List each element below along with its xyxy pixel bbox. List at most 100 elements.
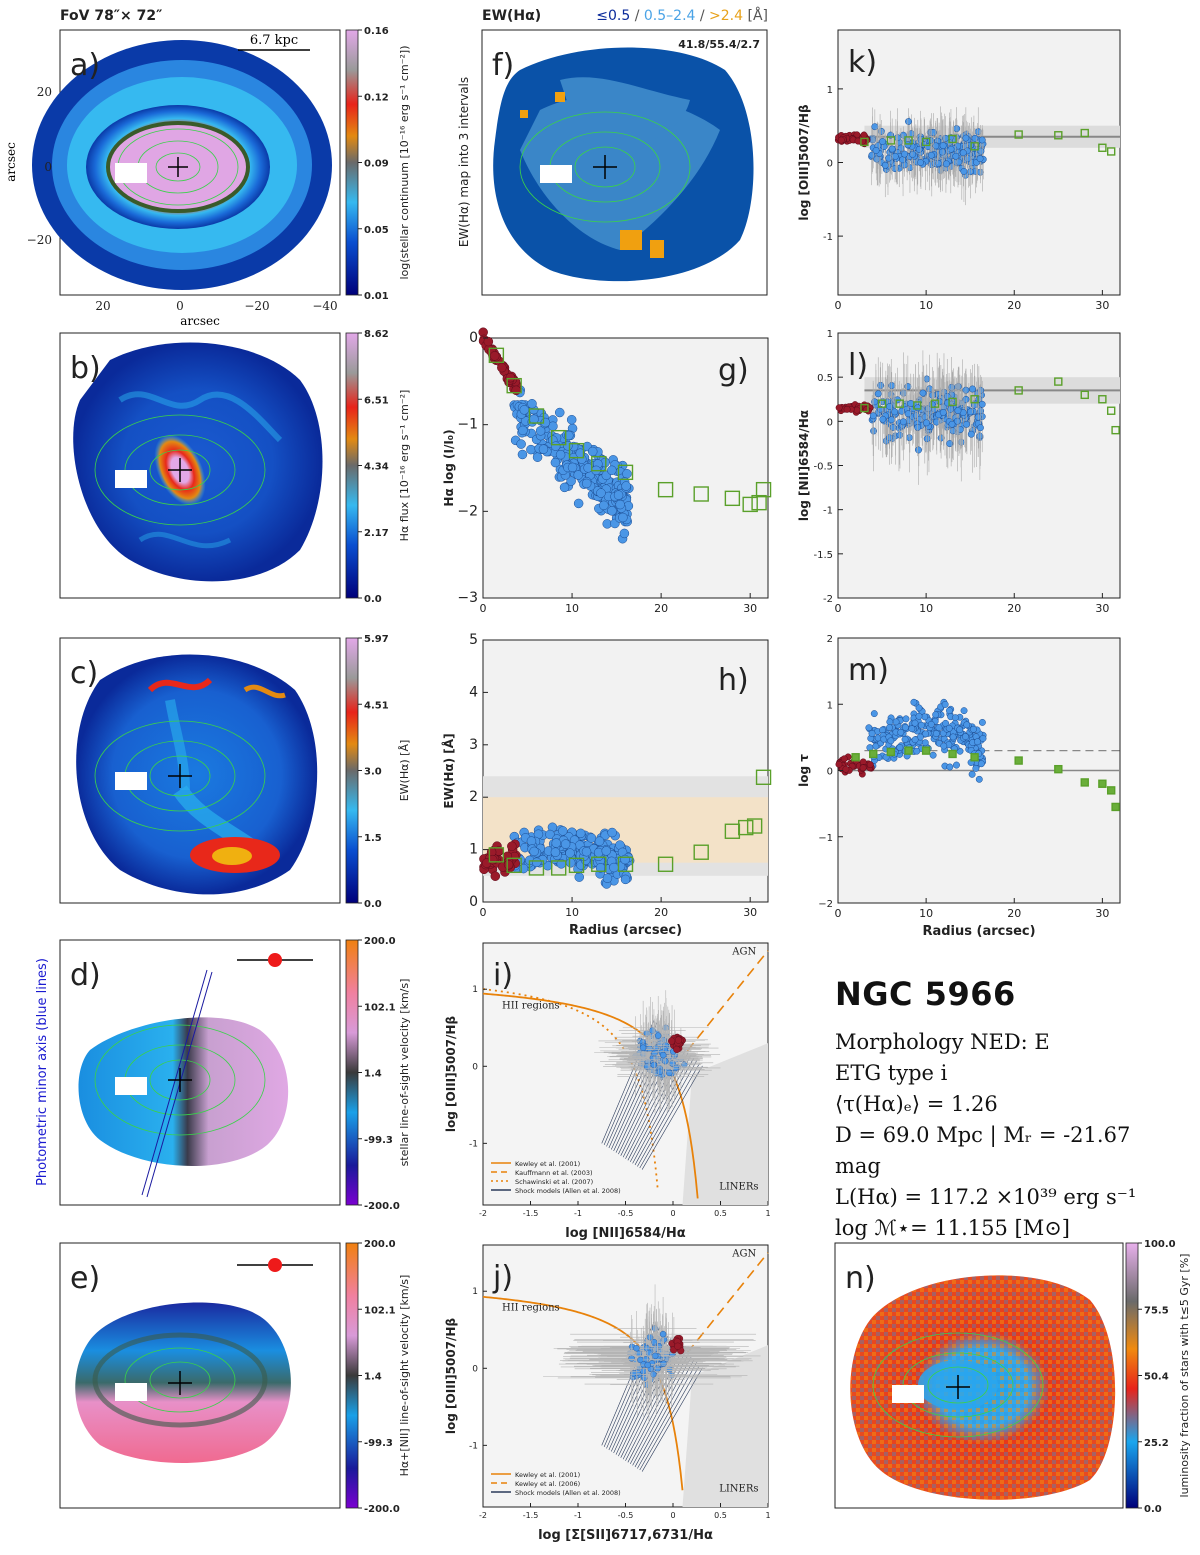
- spaxel-point: [560, 839, 571, 849]
- nuclear-point: [843, 405, 851, 413]
- x-tick-label: 10: [919, 602, 933, 615]
- colorbar-label-n: luminosity fraction of stars with t≤5 Gy…: [1178, 1254, 1191, 1498]
- spaxel-point: [621, 481, 631, 491]
- spaxel-point: [865, 724, 873, 732]
- spaxel-point: [891, 152, 899, 160]
- spaxel-point: [978, 718, 986, 726]
- spaxel-point: [927, 151, 935, 159]
- ew-percent-label: 41.8/55.4/2.7: [678, 38, 760, 51]
- bpt-point: [655, 1032, 662, 1039]
- colorbar-c: [345, 637, 359, 904]
- spaxel-point: [573, 498, 584, 509]
- y-tick-label: 3: [469, 737, 478, 753]
- annular-bin-h: [568, 857, 585, 874]
- nuclear-point: [842, 765, 850, 773]
- x-tick-label: 0: [835, 907, 842, 920]
- map-a-xtick: −20: [244, 299, 269, 313]
- spaxel-point: [871, 123, 879, 131]
- annular-bin-l: [1014, 386, 1023, 395]
- map-a-ylabel: arcsec: [4, 142, 18, 182]
- annular-bin-m: [1054, 764, 1063, 774]
- annular-bin-h: [551, 860, 567, 876]
- y-tick-label: −1: [457, 417, 478, 433]
- nuclear-point: [835, 760, 843, 768]
- x-tick-label: 0: [835, 299, 842, 312]
- scale-bar-label: 6.7 kpc: [250, 33, 298, 48]
- spaxel-point: [516, 439, 526, 449]
- annular-bin-g: [488, 347, 505, 364]
- x-tick-label: 20: [654, 602, 668, 615]
- spaxel-point: [962, 134, 970, 142]
- spaxel-point: [620, 874, 631, 885]
- spaxel-point: [915, 446, 922, 454]
- chart-label-g: g): [718, 353, 749, 388]
- spaxel-point: [545, 829, 555, 840]
- bpt-point: [633, 1345, 640, 1352]
- colorbar-b: [345, 332, 359, 599]
- spaxel-point: [517, 449, 528, 460]
- spaxel-point: [538, 444, 549, 454]
- spaxel-point: [948, 420, 956, 428]
- chart-j: AGN HII regions LINERs Kewley et al. (2001)…: [444, 1244, 771, 1543]
- y-tick-label: 0: [469, 894, 478, 910]
- region-label-liner: LINERs: [719, 1182, 758, 1193]
- colorbar-tick-d: 102.1: [364, 1002, 396, 1013]
- shock-model-line: [641, 1065, 703, 1170]
- annular-bin-l: [895, 399, 904, 408]
- spaxel-point: [891, 408, 899, 416]
- spaxel-point: [969, 385, 976, 393]
- spaxel-point: [960, 707, 968, 715]
- spaxel-point: [963, 721, 971, 729]
- spaxel-point: [910, 698, 918, 706]
- colorbar-tick-d: -99.3: [364, 1135, 393, 1146]
- bpt-nuclear-point: [668, 1037, 676, 1045]
- x-tick-label: 0: [670, 1209, 675, 1218]
- y-tick-label: 5: [469, 632, 478, 648]
- spaxel-point: [599, 500, 609, 511]
- colorbar-tick-d: 1.4: [364, 1069, 382, 1080]
- x-tick-label: 30: [743, 602, 757, 615]
- spaxel-point: [565, 858, 576, 868]
- colorbar-tick-n: 75.5: [1144, 1305, 1169, 1316]
- bpt-point: [639, 1044, 647, 1051]
- panel-b: b): [59, 332, 341, 599]
- x-tick-label: -2: [479, 1209, 487, 1218]
- chart-ylabel-g: Hα log (I/I₀): [442, 429, 456, 506]
- colorbar-tick-e: 102.1: [364, 1305, 396, 1316]
- chart-k-spaxels: [834, 106, 987, 206]
- y-tick-label: −1: [818, 833, 833, 844]
- chart-ylabel-m: log τ: [797, 754, 811, 787]
- colorbar-a: [345, 29, 359, 296]
- tau-value: ⟨τ(Hα)ₑ⟩ = 1.26: [835, 1092, 998, 1116]
- colorbar-tick-c: 1.5: [364, 833, 382, 844]
- bpt-point: [660, 1360, 667, 1367]
- spaxel-point: [946, 763, 954, 771]
- spaxel-point: [976, 424, 984, 432]
- spaxel-point: [921, 713, 929, 721]
- colorbar-tick-c: 5.97: [364, 634, 389, 645]
- y-tick-label: 1: [827, 85, 833, 96]
- panel-c-label: c): [70, 656, 98, 691]
- spaxel-point: [967, 430, 975, 438]
- bpt-point: [659, 1330, 667, 1338]
- panel-c: c): [59, 637, 341, 904]
- spaxel-point: [975, 775, 983, 783]
- annular-bin-g: [755, 481, 772, 498]
- liner-region: [682, 1345, 768, 1507]
- region-label-agn: AGN: [731, 947, 756, 958]
- spaxel-point: [532, 452, 543, 462]
- ew-header: EW(Hα): [482, 8, 541, 24]
- spaxel-point: [969, 725, 977, 733]
- annular-bin-l: [930, 399, 940, 408]
- x-tick-label: 10: [565, 602, 579, 615]
- annular-bin-g: [551, 429, 567, 446]
- spaxel-point: [968, 770, 976, 778]
- spaxel-point: [887, 737, 895, 745]
- colorbar-tick-b: 8.62: [364, 329, 389, 340]
- spaxel-point: [932, 142, 940, 150]
- spaxel-point: [607, 465, 617, 476]
- spaxel-point: [615, 499, 625, 510]
- nuclear-point: [511, 385, 521, 396]
- spaxel-point: [896, 744, 904, 751]
